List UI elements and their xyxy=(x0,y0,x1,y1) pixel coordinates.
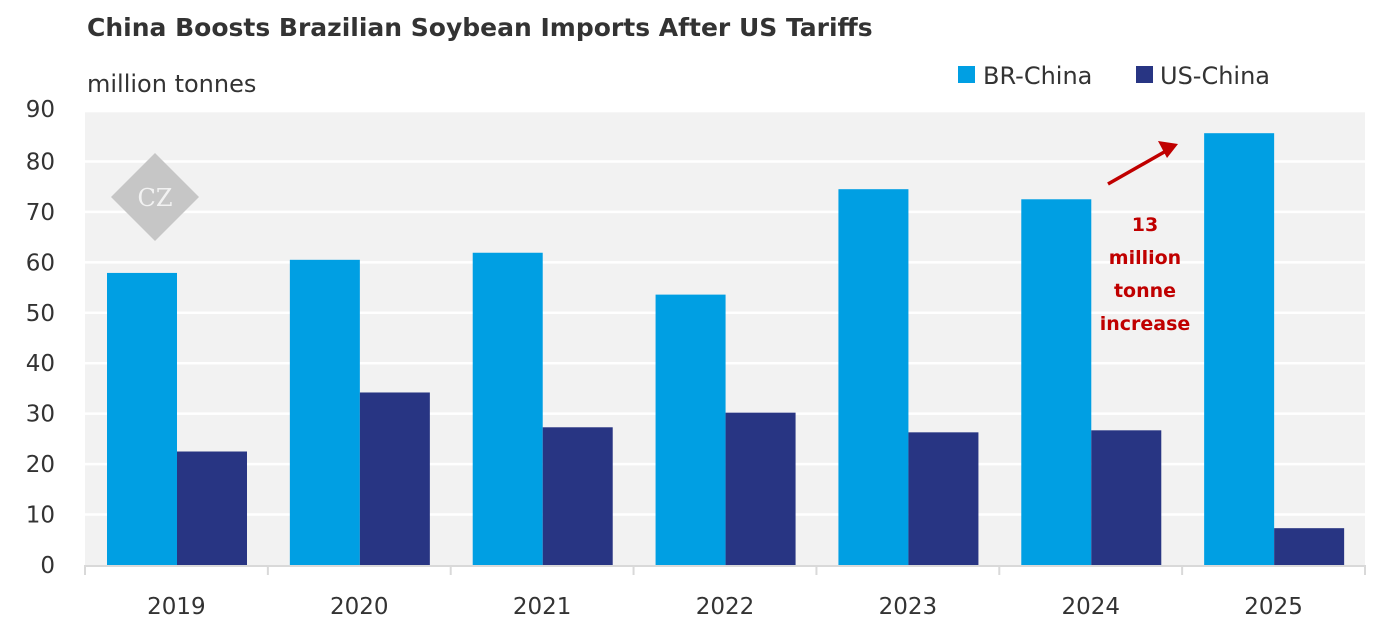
y-axis-ticks: 0 10 20 30 40 50 60 70 80 90 xyxy=(26,97,55,579)
y-axis-label: million tonnes xyxy=(87,70,256,98)
x-tick-label: 2019 xyxy=(147,594,206,620)
legend-label-br-china: BR-China xyxy=(983,62,1092,90)
annotation-arrow-head xyxy=(1158,141,1178,158)
annotation-arrow-shaft xyxy=(1107,149,1167,186)
bar-br-china-2023 xyxy=(838,189,909,565)
watermark-logo: CZ xyxy=(111,153,199,241)
y-tick-label: 80 xyxy=(26,149,55,175)
bar-us-china-2021 xyxy=(542,427,613,565)
x-tick-label: 2021 xyxy=(513,594,572,620)
annotation-line-1: 13 xyxy=(1132,214,1158,236)
y-tick-label: 70 xyxy=(26,200,55,226)
bar-br-china-2021 xyxy=(472,252,543,565)
bar-br-china-2020 xyxy=(289,259,360,565)
y-tick-label: 60 xyxy=(26,250,55,276)
watermark-monogram: CZ xyxy=(137,184,172,212)
annotation-line-4: increase xyxy=(1100,313,1191,335)
bars xyxy=(107,133,1345,565)
annotation-line-2: million xyxy=(1109,247,1181,269)
y-tick-label: 40 xyxy=(26,351,55,377)
x-tick-label: 2024 xyxy=(1061,594,1120,620)
y-tick-label: 20 xyxy=(26,452,55,478)
legend: BR-China US-China xyxy=(958,62,1270,90)
y-tick-label: 90 xyxy=(26,97,55,123)
annotation: 13 million tonne increase xyxy=(1100,141,1191,335)
x-tick-label: 2020 xyxy=(330,594,389,620)
x-tick-label: 2025 xyxy=(1244,594,1303,620)
y-tick-label: 50 xyxy=(26,301,55,327)
bar-us-china-2022 xyxy=(725,412,796,565)
bar-br-china-2019 xyxy=(107,272,177,565)
bar-br-china-2025 xyxy=(1204,133,1275,565)
bar-br-china-2022 xyxy=(655,294,726,565)
bar-us-china-2019 xyxy=(177,451,247,565)
annotation-line-3: tonne xyxy=(1114,280,1176,302)
y-tick-label: 0 xyxy=(40,553,55,579)
bar-us-china-2023 xyxy=(908,432,979,565)
watermark-diamond xyxy=(111,153,199,241)
bar-us-china-2025 xyxy=(1274,528,1345,565)
legend-swatch-us-china xyxy=(1136,66,1153,83)
bar-us-china-2024 xyxy=(1091,430,1162,565)
legend-swatch-br-china xyxy=(958,66,975,83)
y-tick-label: 30 xyxy=(26,402,55,428)
x-tick-label: 2022 xyxy=(696,594,755,620)
legend-label-us-china: US-China xyxy=(1160,62,1270,90)
x-axis: 2019 2020 2021 2022 2023 2024 2025 xyxy=(84,565,1366,620)
chart-title: China Boosts Brazilian Soybean Imports A… xyxy=(87,13,873,42)
bar-br-china-2024 xyxy=(1021,199,1092,565)
bar-us-china-2020 xyxy=(359,392,430,565)
y-tick-label: 10 xyxy=(26,503,55,529)
x-tick-label: 2023 xyxy=(879,594,938,620)
